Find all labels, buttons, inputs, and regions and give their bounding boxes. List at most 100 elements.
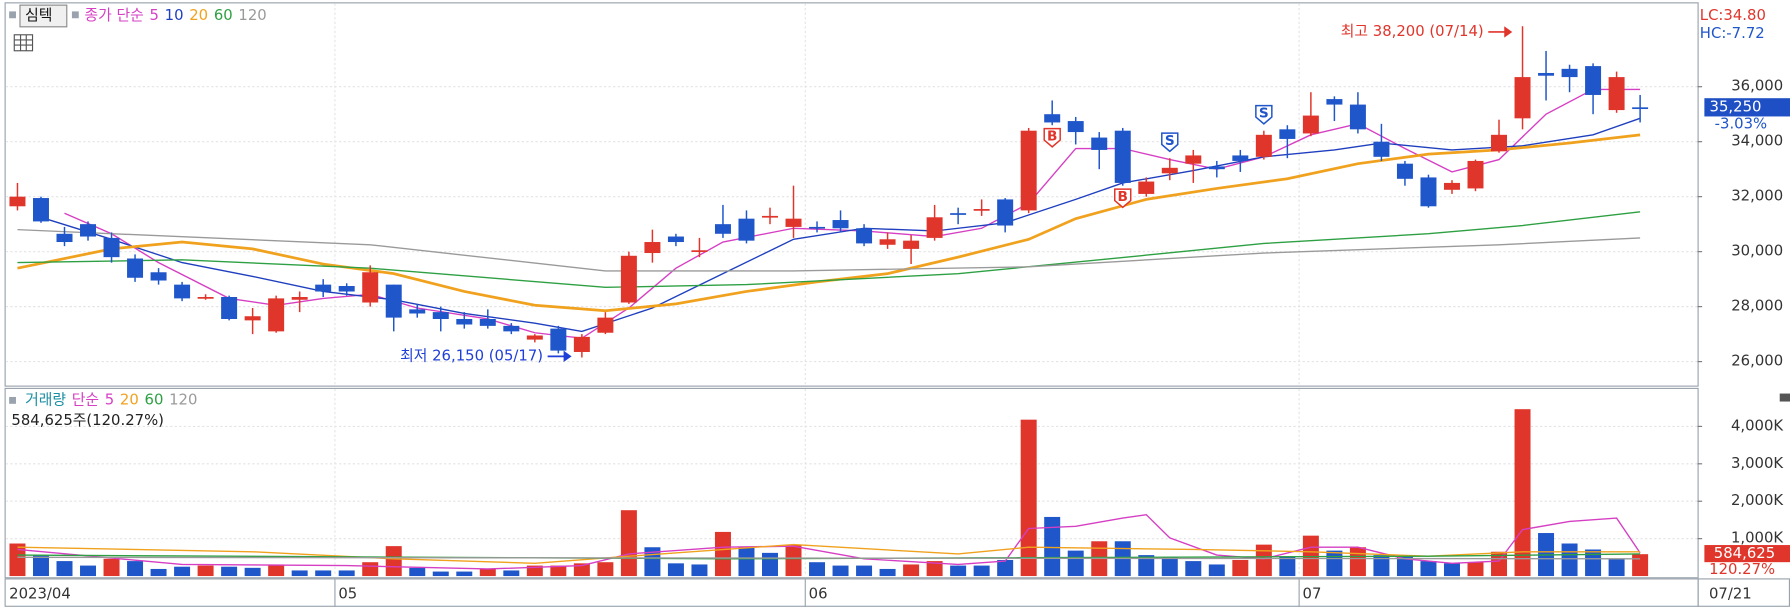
candle-body — [856, 228, 873, 244]
signal-badge — [1114, 188, 1132, 209]
volume-bar — [597, 562, 614, 577]
volume-bar — [268, 564, 285, 577]
candle-body — [1255, 134, 1272, 157]
volume-bar — [1349, 547, 1366, 577]
volume-bar — [362, 562, 379, 577]
legend-entry: 10 — [165, 7, 184, 24]
last-volume-box — [1704, 545, 1790, 563]
volume-bar — [620, 510, 637, 577]
volume-bar — [667, 563, 684, 577]
candle-body — [1279, 129, 1296, 139]
annotation-arrowhead — [1504, 26, 1513, 38]
volume-bar — [973, 565, 990, 577]
y-tick-label: 36,000 — [1731, 78, 1783, 95]
legend-entry: 120 — [238, 7, 266, 24]
moving-average-line — [17, 513, 1641, 570]
candle-body — [1467, 160, 1484, 189]
candle-body — [503, 325, 520, 332]
candle-body — [338, 286, 355, 292]
volume-bar — [1138, 555, 1155, 577]
candle-body — [291, 297, 308, 300]
volume-bar — [456, 571, 473, 577]
candle-body — [997, 199, 1014, 226]
y-tick-label: 28,000 — [1731, 298, 1783, 315]
candle-body — [56, 233, 73, 243]
y-tick-label: 30,000 — [1731, 243, 1783, 260]
volume-bar — [1491, 551, 1508, 577]
hc-label: HC:-7.72 — [1700, 25, 1765, 42]
volume-bar — [1420, 561, 1437, 577]
candle-body — [573, 336, 590, 352]
lc-label: LC:34.80 — [1700, 7, 1766, 24]
candle-body — [1396, 163, 1413, 179]
legend-entry: 60 — [145, 391, 164, 408]
signal-badge — [1255, 104, 1273, 125]
candle-body — [597, 317, 614, 333]
candle-body — [809, 226, 826, 229]
table-icon[interactable] — [13, 34, 34, 52]
candle-body — [926, 217, 943, 238]
candle-body — [103, 237, 120, 258]
moving-average-line — [17, 553, 1641, 560]
candle-body — [1091, 137, 1108, 150]
volume-bar — [903, 564, 920, 577]
volume-bar — [997, 559, 1014, 577]
volume-bar — [550, 565, 567, 577]
candle-body — [1020, 130, 1037, 211]
last-price-label: 35,250 — [1710, 98, 1762, 115]
candle-body — [1185, 155, 1202, 164]
moving-average-line — [17, 211, 1641, 289]
date-strip — [1697, 578, 1790, 607]
candle-body — [197, 297, 214, 299]
candle-body — [385, 284, 402, 318]
volume-bar — [338, 570, 355, 577]
volume-pane — [4, 387, 1699, 579]
candle-body — [973, 209, 990, 211]
candle-body — [1044, 114, 1061, 123]
volume-bar — [432, 571, 449, 577]
moving-average-line — [17, 133, 1641, 313]
candle-body — [456, 318, 473, 325]
candle-body — [667, 236, 684, 243]
candle-body — [738, 218, 755, 241]
signal-label: S — [1259, 106, 1269, 122]
legend-icon — [71, 11, 79, 19]
volume-bar — [150, 568, 167, 577]
volume-bar — [762, 552, 778, 577]
legend-entry: 60 — [214, 7, 233, 24]
volume-bar — [1373, 555, 1390, 577]
candle-body — [432, 312, 449, 319]
x-tick-label: 05 — [338, 585, 357, 602]
legend-entry: 20 — [189, 7, 208, 24]
volume-bar — [526, 565, 543, 577]
candle-body — [32, 198, 49, 222]
annotation-arrowhead — [563, 350, 572, 363]
candle-body — [1302, 115, 1319, 134]
volume-bar — [1302, 535, 1319, 577]
symbol-button[interactable] — [19, 4, 68, 28]
candle-body — [903, 240, 920, 249]
volume-bar — [785, 544, 802, 577]
candle-body — [644, 242, 661, 254]
volume-bar — [691, 564, 708, 577]
candle-body — [1538, 72, 1555, 76]
candle-body — [714, 224, 731, 234]
volume-bar — [1185, 561, 1202, 577]
volume-bar — [221, 566, 238, 577]
legend-label: 거래량 — [25, 391, 66, 408]
volume-bar — [832, 565, 849, 577]
volume-bar — [1514, 409, 1531, 577]
y-tick-label: 1,000K — [1731, 530, 1784, 547]
volume-bar — [1208, 564, 1225, 577]
y-tick-label: 34,000 — [1731, 133, 1783, 150]
legend-label: 단순 — [72, 391, 99, 408]
legend-entry: 20 — [120, 391, 139, 408]
candle-body — [479, 318, 496, 326]
candle-body — [1561, 68, 1578, 78]
pane-toggle[interactable] — [1779, 393, 1790, 402]
y-tick-label: 3,000K — [1731, 455, 1784, 472]
candle-body — [268, 298, 285, 332]
y-tick-label: 4,000K — [1731, 417, 1784, 434]
candle-body — [1608, 77, 1625, 111]
